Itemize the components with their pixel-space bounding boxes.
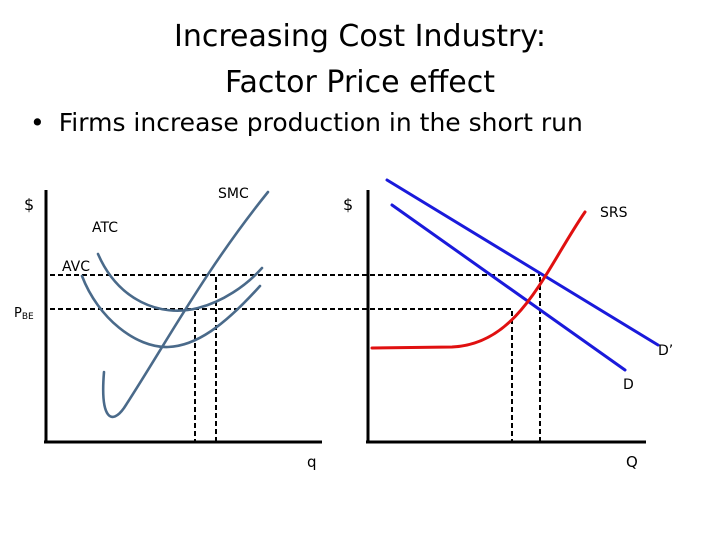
- d-prime-label: D’: [658, 343, 673, 359]
- industry-curves: [370, 178, 660, 372]
- title-line-1: Increasing Cost Industry:: [174, 19, 546, 54]
- atc-curve: [96, 252, 264, 312]
- srs-label: SRS: [600, 205, 628, 221]
- slide-title: Increasing Cost Industry: Factor Price e…: [0, 14, 720, 106]
- d-label: D: [623, 377, 634, 393]
- pbe-label-main: P: [14, 306, 22, 321]
- pbe-label: PBE: [14, 306, 34, 322]
- bullet-dot-icon: •: [30, 108, 45, 137]
- demand-d-prime-curve: [385, 178, 660, 347]
- bullet-text: Firms increase production in the short r…: [58, 108, 583, 137]
- smc-label: SMC: [218, 186, 249, 202]
- firm-y-label: $: [24, 195, 34, 214]
- smc-curve: [101, 190, 270, 419]
- title-line-2: Factor Price effect: [225, 65, 495, 100]
- firm-curves: [80, 190, 270, 419]
- pbe-label-sub: BE: [22, 312, 34, 322]
- demand-d-curve: [390, 203, 627, 372]
- avc-curve: [80, 274, 262, 349]
- industry-x-label: Q: [626, 453, 638, 471]
- supply-srs-curve: [370, 210, 587, 350]
- dashed-lines: [50, 274, 541, 442]
- bullet-point: • Firms increase production in the short …: [30, 108, 583, 137]
- firm-x-label: q: [307, 453, 317, 471]
- atc-label: ATC: [92, 220, 118, 236]
- industry-axes: [366, 190, 646, 444]
- industry-y-label: $: [343, 195, 353, 214]
- avc-label: AVC: [62, 259, 90, 275]
- firm-axes: [44, 190, 322, 444]
